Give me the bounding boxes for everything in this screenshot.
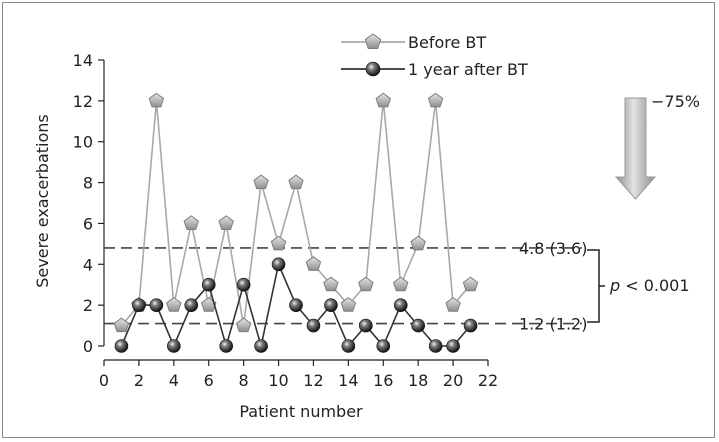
data-point-after [306,318,321,333]
x-tick-label: 2 [134,371,144,390]
data-point-before [270,235,287,251]
data-point-after [376,339,391,353]
data-point-after [411,318,425,333]
x-tick-label: 8 [239,371,249,390]
data-point-after [132,298,146,312]
series-layer [113,92,479,353]
data-point-after [446,339,460,353]
legend-marker-sphere-icon [365,61,381,77]
x-axis-title: Patient number [239,402,363,421]
x-tick-label: 12 [303,371,323,390]
x-tick-label: 16 [373,371,393,390]
mean-reference-label: 4.8 (3.6) [519,239,587,258]
x-tick-label: 10 [268,371,288,390]
p-value-text: < 0.001 [620,276,689,295]
data-point-before [445,296,461,312]
y-tick-label: 0 [83,337,93,356]
x-tick-label: 14 [338,371,358,390]
chart-frame [2,2,715,438]
x-tick-label: 18 [408,371,428,390]
data-point-before [305,256,322,271]
x-tick-label: 20 [443,371,463,390]
data-point-before [235,317,252,333]
y-tick-label: 6 [83,214,93,233]
data-point-after [289,298,303,312]
y-tick-label: 14 [73,51,93,70]
data-point-after [341,339,356,353]
legend-marker-pentagon-icon [364,33,382,49]
mean-reference-label: 1.2 (1.2) [519,315,587,334]
x-tick-label: 6 [204,371,214,390]
data-point-after [167,339,181,353]
data-point-after [324,298,338,312]
data-point-before [323,276,339,292]
y-axis-title: Severe exacerbations [33,114,52,287]
data-point-after [184,298,199,312]
axes: 0 2 4 6 8 10 12 14 0 2 4 6 8 10 12 14 16 18 20 22 [73,51,499,390]
data-point-before [340,296,357,312]
y-tick-label: 10 [73,133,93,152]
down-arrow-icon [614,97,657,200]
data-point-after [271,257,286,272]
series-before-bt [113,92,479,333]
data-point-before [201,296,217,312]
series-after-bt [114,257,478,353]
data-point-after [149,298,164,312]
data-point-after [201,277,216,292]
y-tick-label: 2 [83,296,93,315]
data-point-after [393,298,408,312]
data-point-before [375,92,391,108]
data-point-after [254,339,268,353]
legend-item-before-bt: Before BT [341,33,486,52]
data-point-after [114,339,129,353]
data-point-before [218,215,234,230]
data-point-before [113,317,130,333]
data-point-before [183,215,199,230]
series-line [120,100,472,327]
data-point-before [166,296,182,312]
y-tick-label: 4 [83,255,93,274]
data-point-before [427,92,444,108]
data-point-after [359,318,373,333]
data-point-before [148,92,165,108]
p-value-bracket [587,249,605,323]
p-value-symbol: p [609,276,620,295]
x-tick-label: 4 [169,371,179,390]
legend: Before BT 1 year after BT [341,33,528,79]
y-tick-label: 12 [73,92,93,111]
p-value-label: p < 0.001 [609,276,690,295]
data-point-after [428,339,443,353]
x-tick-label: 0 [99,371,109,390]
data-point-after [463,318,478,333]
reference-lines: 4.8 (3.6) 1.2 (1.2) [104,239,587,334]
y-tick-label: 8 [83,174,93,193]
data-point-before [253,174,269,190]
data-point-after [219,339,233,353]
data-point-before [462,276,479,292]
data-point-before [288,174,304,190]
legend-label: 1 year after BT [408,60,528,79]
data-point-before [393,276,409,292]
data-point-before [358,276,374,292]
data-point-after [236,277,251,292]
x-tick-label: 22 [478,371,498,390]
data-point-before [410,235,426,251]
legend-item-after-bt: 1 year after BT [341,60,528,79]
legend-label: Before BT [408,33,486,52]
reduction-label: −75% [651,92,700,111]
